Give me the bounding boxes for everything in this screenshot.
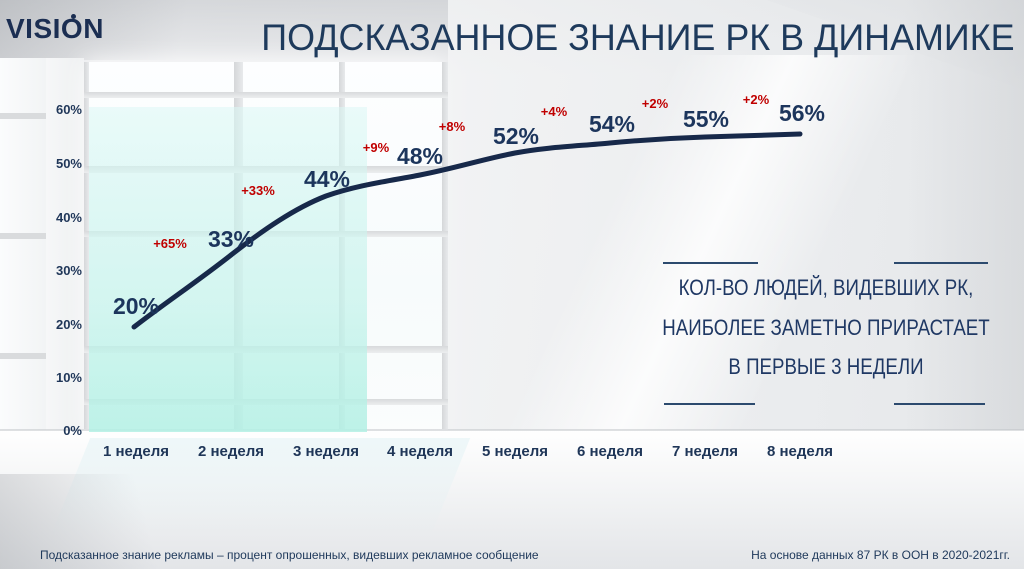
x-axis-tick: 2 неделя	[197, 443, 265, 460]
annotation-line-1: КОЛ-ВО ЛЮДЕЙ, ВИДЕВШИХ РК,	[678, 275, 974, 300]
annotation-rule-bottom-left	[664, 403, 755, 405]
y-axis-tick: 40%	[55, 210, 82, 225]
delta-label: +2%	[641, 96, 669, 111]
floor-shade-left	[0, 474, 220, 569]
x-axis-tick: 4 неделя	[386, 443, 454, 460]
x-axis-tick: 6 неделя	[576, 443, 644, 460]
delta-label: +4%	[540, 104, 568, 119]
annotation-rule-top-left	[663, 262, 758, 264]
logo-dot	[71, 14, 76, 19]
value-label: 55%	[682, 106, 730, 132]
page-title: ПОДСКАЗАННОЕ ЗНАНИЕ РК В ДИНАМИКЕ	[261, 17, 1015, 58]
value-label: 56%	[778, 100, 826, 126]
y-axis-tick: 0%	[63, 423, 82, 438]
delta-label: +8%	[438, 119, 466, 134]
footer-definition: Подсказанное знание рекламы – процент оп…	[40, 548, 539, 562]
logo: VISION	[6, 13, 104, 45]
weeks-1-3-highlight	[89, 107, 367, 432]
y-axis-tick: 10%	[55, 370, 82, 385]
y-axis-tick: 30%	[55, 263, 82, 278]
annotation-rule-top-right	[894, 262, 988, 264]
far-left-window-pane	[0, 58, 46, 438]
x-axis-tick: 5 неделя	[481, 443, 549, 460]
floor	[0, 430, 1024, 569]
window-mullion	[0, 353, 46, 359]
annotation-rule-bottom-right	[894, 403, 985, 405]
value-label: 52%	[492, 123, 540, 149]
value-label: 20%	[112, 293, 160, 319]
wall-floor-junction	[0, 429, 1024, 431]
annotation-line-3: В ПЕРВЫЕ 3 НЕДЕЛИ	[728, 354, 924, 379]
wall-pillar	[46, 58, 84, 438]
ceiling-corner-left	[0, 0, 240, 60]
value-label: 44%	[303, 166, 351, 192]
y-axis-tick: 50%	[55, 156, 82, 171]
annotation-line-2: НАИБОЛЕЕ ЗАМЕТНО ПРИРАСТАЕТ	[662, 315, 990, 340]
window-mullion	[0, 113, 46, 119]
footer-source: На основе данных 87 РК в ООН в 2020-2021…	[751, 548, 1010, 562]
y-axis-tick: 60%	[55, 102, 82, 117]
x-axis-tick: 7 неделя	[671, 443, 739, 460]
x-axis-tick: 1 неделя	[102, 443, 170, 460]
delta-label: +65%	[153, 236, 187, 251]
value-label: 33%	[207, 226, 255, 252]
y-axis-tick: 20%	[55, 317, 82, 332]
window-mullion	[84, 92, 448, 98]
value-label: 54%	[588, 111, 636, 137]
logo-text: VISION	[6, 13, 104, 44]
x-axis-tick: 3 неделя	[292, 443, 360, 460]
delta-label: +33%	[241, 183, 275, 198]
window-mullion	[0, 233, 46, 239]
delta-label: +2%	[742, 92, 770, 107]
delta-label: +9%	[362, 140, 390, 155]
right-wall-shade	[904, 0, 1024, 440]
value-label: 48%	[396, 143, 444, 169]
window-mullion	[84, 62, 89, 437]
x-axis-tick: 8 неделя	[766, 443, 834, 460]
